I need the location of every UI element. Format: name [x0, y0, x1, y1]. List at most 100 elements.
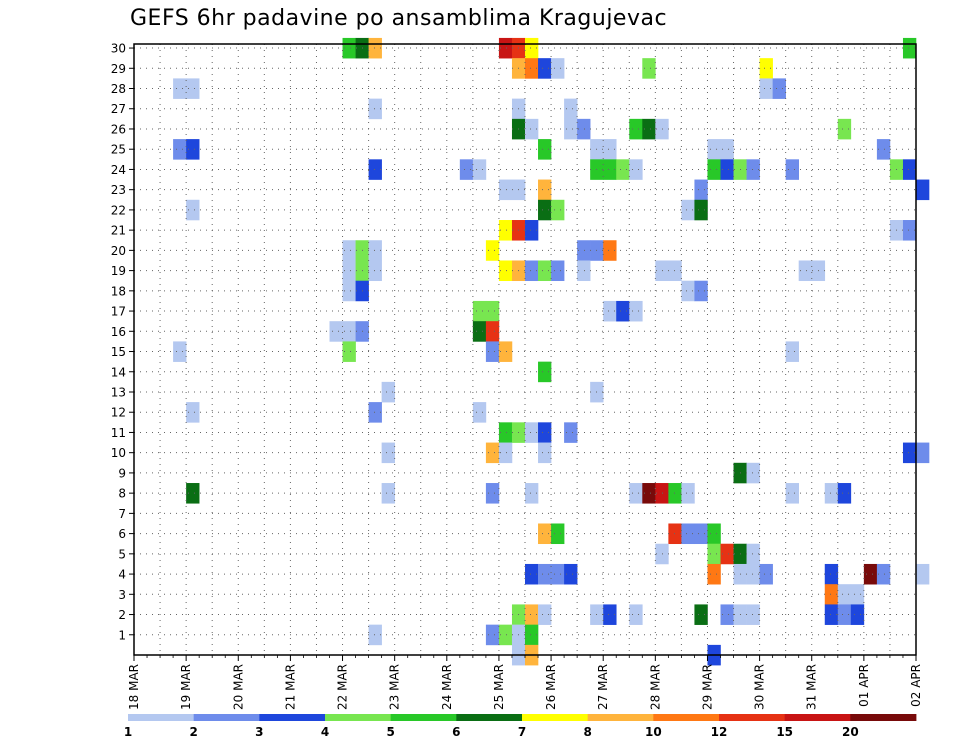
heatmap-cells	[173, 37, 930, 666]
heatmap-cell	[785, 483, 799, 504]
heatmap-cell	[824, 584, 839, 605]
x-tick-label: 29 MAR	[700, 664, 714, 710]
colorbar-swatch	[653, 714, 720, 721]
heatmap-cell	[538, 179, 552, 201]
heatmap-cell	[538, 58, 552, 79]
heatmap-cell	[629, 159, 643, 180]
heatmap-cell	[525, 483, 539, 504]
heatmap-cell	[642, 118, 656, 140]
x-tick-label: 20 MAR	[231, 664, 245, 710]
colorbar-swatch	[850, 714, 917, 721]
y-tick-label: 9	[118, 466, 126, 480]
heatmap-cell	[498, 260, 513, 282]
heatmap-cell	[186, 78, 200, 99]
heatmap-cell	[472, 159, 487, 180]
heatmap-cell	[655, 543, 669, 565]
heatmap-cell	[642, 483, 656, 504]
heatmap-cell	[629, 118, 643, 140]
heatmap-cell	[603, 240, 617, 261]
heatmap-cell	[785, 159, 799, 180]
heatmap-cell	[564, 422, 578, 443]
heatmap-cell	[564, 118, 578, 140]
heatmap-cell	[342, 240, 356, 261]
heatmap-cell	[538, 442, 552, 464]
x-tick-label: 27 MAR	[596, 664, 610, 710]
heatmap-cell	[368, 98, 382, 120]
colorbar-swatch	[390, 714, 457, 721]
heatmap-cell	[538, 260, 552, 282]
heatmap-cell	[186, 199, 200, 221]
heatmap-cell	[381, 483, 395, 504]
heatmap-cell	[538, 361, 552, 383]
heatmap-cell	[902, 442, 917, 464]
heatmap-cell	[759, 563, 773, 585]
y-tick-label: 28	[111, 82, 126, 96]
y-tick-label: 20	[111, 244, 126, 258]
heatmap-cell	[368, 37, 382, 59]
heatmap-cell	[746, 563, 760, 585]
y-tick-label: 24	[111, 163, 126, 177]
heatmap-cell	[668, 260, 682, 282]
heatmap-cell	[381, 381, 395, 403]
y-tick-label: 26	[111, 122, 126, 136]
heatmap-cell	[498, 341, 513, 362]
heatmap-cell	[485, 240, 500, 261]
heatmap-cell	[916, 179, 930, 201]
heatmap-cell	[577, 240, 591, 261]
heatmap-cell	[837, 584, 852, 605]
grid-lines	[134, 44, 916, 655]
heatmap-cell	[746, 462, 760, 484]
heatmap-cell	[538, 139, 552, 160]
colorbar-swatch	[522, 714, 589, 721]
heatmap-cell	[525, 260, 539, 282]
x-tick-label: 01 APR	[857, 664, 871, 707]
heatmap-cell	[720, 139, 734, 160]
heatmap-cell	[173, 139, 187, 160]
colorbar-label: 15	[776, 725, 793, 739]
heatmap-cell	[551, 58, 565, 79]
heatmap-cell	[603, 604, 617, 625]
heatmap-cell	[368, 240, 382, 261]
heatmap-cell	[759, 78, 773, 99]
heatmap-cell	[681, 199, 695, 221]
colorbar-swatch	[784, 714, 851, 721]
heatmap-cell	[837, 604, 852, 625]
x-tick-label: 02 APR	[909, 664, 923, 707]
y-tick-label: 23	[111, 183, 126, 197]
heatmap-cell	[368, 402, 382, 423]
heatmap-cell	[498, 37, 513, 59]
heatmap-cell	[485, 341, 500, 362]
heatmap-cell	[655, 260, 669, 282]
heatmap-cell	[577, 260, 591, 282]
heatmap-cell	[876, 563, 891, 585]
heatmap-cell	[850, 604, 865, 625]
y-tick-label: 27	[111, 102, 126, 116]
heatmap-cell	[876, 139, 891, 160]
heatmap-cell	[694, 523, 708, 545]
heatmap-cell	[459, 159, 474, 180]
colorbar-label: 10	[645, 725, 662, 739]
colorbar-label: 3	[255, 725, 263, 739]
heatmap-cell	[759, 58, 773, 79]
heatmap-cell	[186, 402, 200, 423]
heatmap-cell	[707, 159, 721, 180]
heatmap-cell	[577, 118, 591, 140]
heatmap-cell	[694, 199, 708, 221]
heatmap-cell	[746, 543, 760, 565]
heatmap-cell	[485, 442, 500, 464]
heatmap-cell	[902, 37, 917, 59]
y-tick-label: 6	[118, 527, 126, 541]
y-tick-label: 8	[118, 487, 126, 501]
y-axis: 1234567891011121314151617181920212223242…	[111, 42, 134, 642]
heatmap-cell	[603, 159, 617, 180]
heatmap-cell	[525, 37, 539, 59]
colorbar-swatch	[456, 714, 523, 721]
heatmap-cell	[525, 624, 539, 646]
heatmap-cell	[485, 321, 500, 342]
heatmap-cell	[498, 442, 513, 464]
heatmap-cell	[629, 483, 643, 504]
heatmap-cell	[746, 159, 760, 180]
heatmap-cell	[642, 58, 656, 79]
heatmap-cell	[902, 220, 917, 241]
heatmap-cell	[694, 280, 708, 302]
